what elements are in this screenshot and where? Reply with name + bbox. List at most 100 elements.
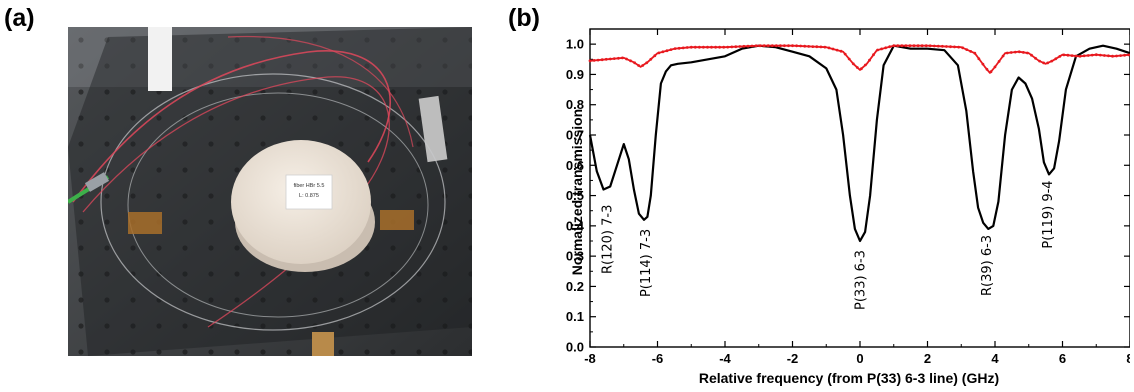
y-tick-label: 0.1 <box>566 309 584 324</box>
series-2-marker <box>762 44 766 48</box>
series-2-marker <box>730 45 734 49</box>
y-tick-label: 0.2 <box>566 279 584 294</box>
series-2-marker <box>1034 56 1037 60</box>
y-tick-label: 0.0 <box>566 340 584 355</box>
series-2-marker <box>965 48 969 51</box>
series-2-marker <box>1119 54 1122 57</box>
series-2-marker <box>791 44 794 48</box>
series-2-marker <box>904 44 908 48</box>
y-tick-label: 0.8 <box>566 97 584 112</box>
annotation-layer: R(120) 7-3 P(114) 7-3 P(33) 6-3 R(39) 6-3 P(… <box>600 180 1055 310</box>
series-2-marker <box>973 51 977 55</box>
series-2-marker <box>669 48 673 51</box>
series-2-marker <box>625 57 628 61</box>
series-2-marker <box>706 45 709 49</box>
x-axis: -8 -6 -4 -2 0 2 4 6 8 <box>584 29 1130 366</box>
series-2-marker <box>1090 53 1094 57</box>
series-2-marker <box>608 57 612 61</box>
series-2-marker <box>714 45 717 49</box>
series-2-marker <box>835 48 839 52</box>
series-2-marker <box>649 57 653 61</box>
x-tick-label: 4 <box>991 351 999 366</box>
series-2-marker <box>718 45 721 49</box>
series-2-marker <box>779 44 782 48</box>
series-2-marker <box>981 62 985 66</box>
x-tick-label: -4 <box>719 351 731 366</box>
series-2-marker <box>734 45 738 49</box>
x-tick-label: 8 <box>1126 351 1130 366</box>
series-2-marker <box>953 45 956 49</box>
panel-label-a: (a) <box>4 4 35 32</box>
series-2-marker <box>588 59 592 63</box>
series-2-marker <box>957 45 960 49</box>
series-2-marker <box>1050 59 1054 63</box>
y-tick-label: 0.5 <box>566 188 584 203</box>
series-2-marker <box>811 45 815 48</box>
series-2-marker <box>645 61 649 65</box>
series-2-marker <box>693 45 697 49</box>
series-2-marker <box>726 45 730 49</box>
x-tick-label: -6 <box>652 351 664 366</box>
series-2-marker <box>783 44 786 48</box>
series-2-marker <box>1078 54 1082 58</box>
series-2-marker <box>1017 50 1021 54</box>
series-2-marker <box>908 44 912 48</box>
series-2-marker <box>977 57 981 61</box>
x-tick-label: -2 <box>787 351 799 366</box>
series-2-marker <box>880 47 883 51</box>
series-2-marker <box>766 44 770 48</box>
x-tick-label: 2 <box>924 351 931 366</box>
series-2-marker <box>855 66 859 69</box>
series-2-marker <box>1009 51 1013 54</box>
series-2-marker <box>1103 54 1106 57</box>
series-2-marker <box>1046 61 1050 65</box>
series-2-marker <box>612 57 616 60</box>
series-2-marker <box>949 45 952 49</box>
series-2-marker <box>685 46 689 49</box>
series-2-marker <box>916 44 920 48</box>
y-tick-label: 0.9 <box>566 67 584 82</box>
y-axis-title: Normalized transmission <box>569 109 585 276</box>
series-2-marker <box>1066 53 1070 57</box>
series-2-marker <box>677 46 681 50</box>
series-layer <box>588 44 1130 243</box>
series-2-marker <box>661 50 665 54</box>
series-2-marker <box>596 58 600 62</box>
series-2-marker <box>928 44 932 48</box>
series-2-marker <box>969 50 973 53</box>
series-2-marker <box>799 44 802 48</box>
series-2-marker <box>872 53 875 57</box>
series-2-marker <box>884 46 888 50</box>
series-2-marker <box>604 57 608 61</box>
series-2-marker <box>1115 54 1118 58</box>
y-axis: 0.0 0.1 0.2 0.3 0.4 0.5 0.6 0.7 0.8 0.9 1.0 <box>566 37 1130 355</box>
series-2-marker <box>823 45 827 49</box>
series-2-marker <box>839 49 843 53</box>
spool-sticker-line2: L: 0.875 <box>299 193 319 199</box>
series-2-marker <box>803 44 807 48</box>
dip-label: R(39) 6-3 <box>980 235 995 296</box>
series-2-marker <box>1127 53 1130 57</box>
series-2-marker <box>1042 61 1045 65</box>
series-2-marker <box>989 70 993 74</box>
series-line-1 <box>588 44 1130 243</box>
series-2-marker <box>924 44 928 48</box>
series-2-marker <box>1030 53 1033 57</box>
series-2-marker <box>657 51 661 55</box>
series-2-marker <box>920 44 924 48</box>
series-2-marker <box>698 45 701 49</box>
series-2-marker <box>637 64 640 67</box>
series-2-marker <box>633 61 636 65</box>
series-2-marker <box>600 58 604 62</box>
series-2-marker <box>843 52 847 56</box>
series-2-marker <box>653 54 657 58</box>
series-2-marker <box>673 47 677 50</box>
y-tick-label: 1.0 <box>566 37 584 52</box>
series-2-marker <box>961 46 964 50</box>
series-2-marker <box>689 45 693 49</box>
y-tick-label: 0.3 <box>566 249 584 264</box>
series-2-marker <box>1026 51 1029 55</box>
y-tick-label: 0.6 <box>566 158 584 173</box>
series-2-marker <box>860 67 863 71</box>
series-2-marker <box>807 45 811 48</box>
